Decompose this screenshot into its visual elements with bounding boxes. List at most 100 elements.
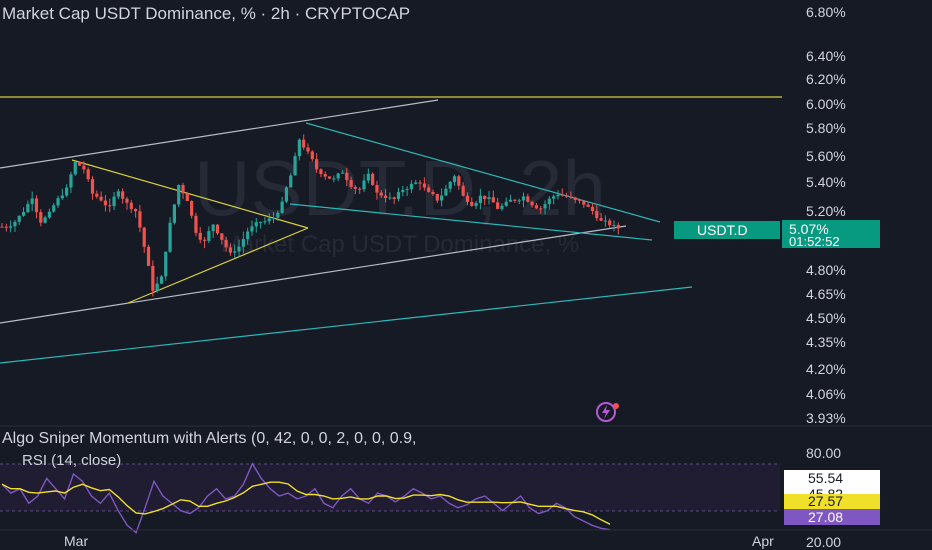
candle-body	[254, 222, 258, 227]
time-label-apr: Apr	[752, 533, 774, 549]
candle-body	[56, 198, 60, 206]
candle-body	[336, 173, 340, 179]
candle-body	[547, 198, 551, 205]
candle-body	[564, 195, 569, 197]
channel-upper-line	[0, 99, 439, 169]
candle-body	[276, 212, 280, 218]
candle-body	[405, 189, 409, 191]
candle-body	[9, 226, 13, 228]
rsi-tag-4: 27.08	[784, 509, 880, 525]
candles-layer	[0, 134, 620, 297]
candle-body	[86, 169, 90, 180]
candle-body	[297, 139, 301, 157]
candle-body	[569, 196, 573, 198]
price-axis-label: 6.80%	[806, 4, 846, 20]
candle-body	[461, 185, 465, 196]
candle-body	[379, 192, 383, 196]
candle-body	[358, 188, 362, 190]
candle-body	[224, 239, 228, 248]
candle-body	[77, 161, 82, 166]
candle-body	[194, 215, 198, 233]
price-axis-label: 4.65%	[806, 286, 846, 302]
candle-body	[95, 193, 99, 197]
candle-body	[478, 195, 482, 203]
candle-body	[371, 173, 375, 186]
candle-body	[185, 193, 189, 201]
candle-body	[491, 197, 495, 203]
svg-text:27.57: 27.57	[808, 493, 843, 509]
rsi-indicator-label: RSI (14, close)	[22, 452, 121, 469]
candle-body	[103, 200, 108, 206]
price-axis-label: 3.93%	[806, 410, 846, 426]
time-label-mar: Mar	[64, 533, 88, 549]
candle-body	[534, 205, 539, 209]
candle-body	[349, 180, 353, 187]
candle-body	[30, 198, 34, 205]
candle-body	[82, 165, 86, 170]
candle-body	[362, 180, 366, 190]
price-axis-label: 4.80%	[806, 262, 846, 278]
candle-body	[60, 195, 64, 199]
rsi-tag-1: 55.54	[784, 470, 880, 486]
symbol-tag-bg[interactable]	[674, 221, 780, 239]
algo-indicator-label: Algo Sniper Momentum with Alerts (0, 42,…	[2, 430, 416, 447]
candle-body	[323, 174, 327, 177]
candle-body	[26, 204, 30, 213]
candle-body	[560, 194, 564, 196]
candle-body	[289, 175, 293, 188]
rsi-line	[1, 462, 611, 534]
price-axis-label: 5.20%	[806, 203, 846, 219]
candle-body	[202, 239, 207, 241]
candle-body	[246, 231, 250, 240]
rsi-band	[0, 464, 780, 511]
candle-body	[164, 251, 168, 277]
candle-body	[65, 187, 69, 196]
candle-body	[207, 231, 211, 241]
price-axis-label: 4.35%	[806, 334, 846, 350]
candle-body	[108, 205, 112, 207]
candle-body	[526, 196, 530, 202]
candle-body	[474, 202, 478, 206]
candle-body	[496, 202, 500, 209]
candle-body	[267, 218, 271, 222]
price-axis-label: 6.00%	[806, 96, 846, 112]
price-axis-label: 6.40%	[806, 48, 846, 64]
candle-body	[190, 200, 194, 216]
candle-body	[612, 224, 616, 226]
candle-body	[422, 183, 426, 188]
candle-body	[539, 208, 543, 210]
candle-body	[52, 205, 56, 212]
candle-body	[577, 199, 582, 201]
svg-text:27.08: 27.08	[808, 509, 843, 525]
candle-body	[319, 169, 323, 175]
candle-body	[590, 206, 595, 212]
candle-body	[327, 176, 332, 179]
candle-body	[271, 217, 276, 219]
candle-body	[353, 186, 358, 189]
candle-body	[151, 265, 155, 291]
candle-body	[129, 202, 133, 210]
candle-body	[586, 204, 590, 207]
candle-body	[280, 201, 284, 213]
candle-body	[435, 194, 439, 201]
candle-body	[177, 184, 181, 205]
candle-body	[418, 182, 422, 184]
candle-body	[69, 174, 73, 188]
rsi-tag-3: 27.57	[784, 493, 880, 509]
lightning-icon[interactable]	[596, 402, 619, 422]
candle-body	[457, 176, 461, 186]
candle-body	[258, 222, 263, 224]
candle-body	[508, 199, 513, 202]
wedge-lower-line	[289, 203, 653, 241]
candle-body	[159, 276, 164, 284]
candle-body	[431, 192, 435, 195]
candle-body	[73, 161, 77, 175]
candle-body	[517, 200, 521, 202]
candle-body	[233, 251, 237, 253]
candle-body	[90, 179, 95, 194]
svg-text:55.54: 55.54	[808, 470, 843, 486]
candle-body	[293, 156, 297, 176]
candle-body	[345, 172, 349, 181]
candle-body	[43, 217, 47, 223]
